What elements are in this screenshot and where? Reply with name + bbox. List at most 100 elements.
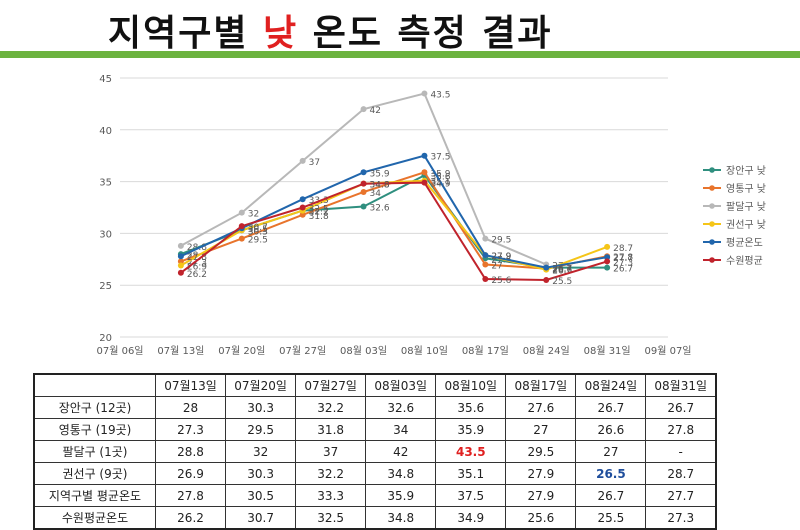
data-point <box>177 253 184 260</box>
title-banner: 지역구별 낮 온도 측정 결과 <box>0 0 800 58</box>
table-cell: 26.7 <box>575 396 647 419</box>
table-row: 수원평균온도 26.2 30.7 32.5 34.8 34.9 25.6 25.5 27.3 <box>33 506 717 530</box>
y-tick-label: 20 <box>99 333 112 344</box>
x-tick-label: 08월 03일 <box>340 345 387 357</box>
table-cell: 29.5 <box>225 418 297 441</box>
data-point <box>482 261 489 268</box>
x-tick-label: 08월 17일 <box>462 345 509 357</box>
row-label: 영통구 (19곳) <box>33 418 156 441</box>
series-line <box>180 171 608 270</box>
table-cell: 34.8 <box>365 462 437 485</box>
y-tick-label: 30 <box>99 229 112 240</box>
page-title: 지역구별 낮 온도 측정 결과 <box>108 4 553 56</box>
data-label: 26.5 <box>552 267 572 277</box>
data-point <box>177 269 184 276</box>
data-point <box>238 235 245 242</box>
legend-marker <box>709 221 715 227</box>
table-body: 장안구 (12곳) 28 30.3 32.2 32.6 35.6 27.6 26.7 26.7 영… <box>33 396 717 530</box>
accent-divider <box>0 51 800 58</box>
data-label: 35.9 <box>370 169 390 179</box>
y-tick-label: 35 <box>99 178 112 189</box>
data-label: 27 <box>491 261 502 271</box>
table-header-cell: 08월03일 <box>365 373 437 397</box>
data-label: 32.5 <box>309 205 329 215</box>
data-point <box>421 179 428 186</box>
data-label: 42 <box>370 106 381 116</box>
data-point <box>177 258 184 265</box>
table-cell: 43.5 <box>435 440 507 463</box>
row-label: 팔달구 (1곳) <box>33 440 156 463</box>
table-cell: 26.5 <box>575 462 647 485</box>
table-cell: 27.8 <box>645 418 717 441</box>
data-label: 27.7 <box>613 254 633 264</box>
data-label: 25.5 <box>552 277 572 287</box>
data-point <box>299 196 306 203</box>
table-header-cell: 08월10일 <box>435 373 507 397</box>
table-cell: 32.2 <box>295 462 367 485</box>
data-label: 31.8 <box>309 212 329 222</box>
table-cell: 27.6 <box>505 396 577 419</box>
table-cell: - <box>645 440 717 463</box>
data-point <box>482 275 489 282</box>
data-label: 34.8 <box>370 181 390 191</box>
table-cell: 30.7 <box>225 506 297 530</box>
data-point <box>238 223 245 230</box>
data-label: 30.5 <box>248 225 268 235</box>
data-point <box>360 203 367 210</box>
data-label: 29.5 <box>248 236 268 246</box>
table-cell: 35.1 <box>435 462 507 485</box>
x-tick-label: 08월 24일 <box>523 345 570 357</box>
table-row: 장안구 (12곳) 28 30.3 32.2 32.6 35.6 27.6 26.7 26.7 <box>33 396 717 419</box>
table-cell: 27.3 <box>645 506 717 530</box>
table-header-cell: 07월13일 <box>154 373 227 397</box>
table-cell: 26.9 <box>154 462 227 485</box>
data-label: 34 <box>370 189 382 199</box>
legend-marker <box>709 203 715 209</box>
data-point <box>421 152 428 159</box>
data-label: 35.6 <box>430 172 450 182</box>
table-cell: 30.3 <box>225 396 297 419</box>
data-label: 37.5 <box>430 153 450 163</box>
y-tick-label: 45 <box>99 74 112 85</box>
table-header-cell: 08월24일 <box>575 373 647 397</box>
title-suffix: 온도 측정 결과 <box>312 13 553 54</box>
data-point <box>604 258 611 265</box>
data-point <box>360 188 367 195</box>
table-cell: 33.3 <box>295 484 367 507</box>
data-label: 26.6 <box>552 266 572 276</box>
x-tick-label: 07월 06일 <box>96 345 143 357</box>
data-label: 29.5 <box>491 236 511 246</box>
table-cell: 32.2 <box>295 396 367 419</box>
data-table-wrap: 07월13일 07월20일 07월27일 08월03일 08월10일 08월17일 08월2… <box>33 373 717 530</box>
data-label: 26.9 <box>187 263 207 273</box>
series-line <box>180 174 608 269</box>
data-label: 34.9 <box>430 180 450 190</box>
data-label: 25.6 <box>491 276 511 286</box>
data-point <box>482 252 489 259</box>
legend-label: 평균온도 <box>726 237 763 249</box>
data-label: 27.3 <box>613 258 633 268</box>
data-point <box>421 90 428 97</box>
table-cell: 27.8 <box>154 484 227 507</box>
table-header-cell: 07월20일 <box>225 373 297 397</box>
table-cell: 28.7 <box>645 462 717 485</box>
data-point <box>482 235 489 242</box>
series-line <box>180 181 608 282</box>
legend-label: 권선구 낮 <box>726 219 766 231</box>
table-cell: 26.7 <box>575 484 647 507</box>
data-point <box>604 254 611 261</box>
table-cell: 30.5 <box>225 484 297 507</box>
data-label: 27.9 <box>491 252 511 262</box>
table-cell: 37.5 <box>435 484 507 507</box>
legend-marker <box>709 167 715 173</box>
legend-marker <box>709 239 715 245</box>
data-point <box>604 264 611 271</box>
table-cell: 28.8 <box>154 440 227 463</box>
table-cell: 34.8 <box>365 506 437 530</box>
table-cell: 27 <box>575 440 647 463</box>
data-point <box>543 277 550 284</box>
data-point <box>177 242 184 249</box>
legend-label: 장안구 낮 <box>726 165 766 177</box>
data-point <box>299 157 306 164</box>
table-cell: 35.6 <box>435 396 507 419</box>
